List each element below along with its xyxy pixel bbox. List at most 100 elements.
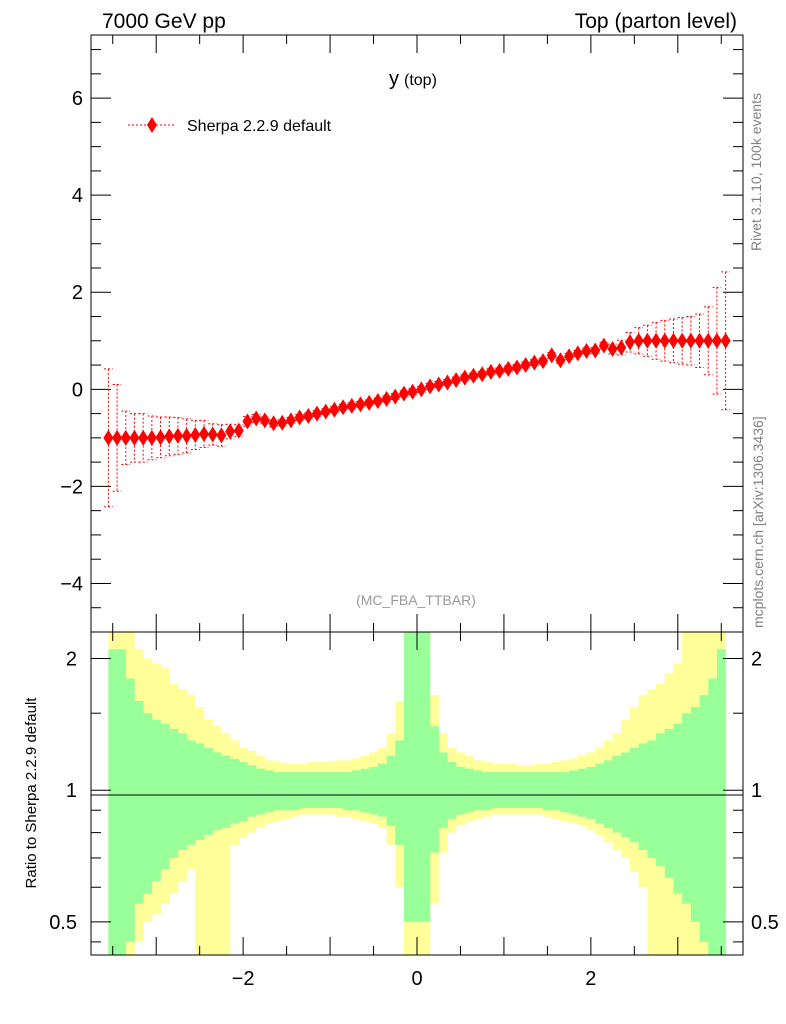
band-bin-green: [577, 768, 587, 817]
data-point: [285, 412, 296, 429]
main-panel: −4 −2 0 2 4 6 y (top) Sherpa 2.2.9 default (M…: [60, 34, 744, 633]
band-bin-green: [134, 700, 144, 904]
data-point: [129, 429, 140, 446]
band-bin-green: [430, 726, 440, 853]
band-bin-green: [534, 772, 544, 809]
band-bin-green: [438, 752, 448, 828]
ratio-y-label: Ratio to Sherpa 2.2.9 default: [23, 697, 40, 889]
x-tick-label: −2: [232, 968, 255, 990]
band-bin-green: [603, 760, 613, 828]
data-point: [633, 332, 644, 349]
data-point: [103, 429, 114, 446]
x-tick-label: 0: [411, 968, 422, 990]
band-bin-green: [464, 768, 474, 813]
band-bin-green: [273, 772, 283, 811]
band-bin-green: [230, 758, 240, 824]
data-point: [451, 372, 462, 389]
header-left: 7000 GeV pp: [102, 10, 226, 33]
band-bin-green: [682, 713, 692, 904]
band-bin-green: [143, 713, 153, 894]
data-point: [233, 422, 244, 439]
band-bin-green: [334, 772, 344, 809]
band-bin-green: [508, 772, 518, 809]
band-bin-green: [612, 755, 622, 833]
rivet-label: Rivet 3.1.10, 100k events: [748, 93, 764, 251]
data-point: [303, 408, 314, 425]
data-point: [468, 367, 479, 384]
data-point: [564, 348, 575, 365]
data-point: [425, 378, 436, 395]
data-point: [172, 427, 183, 444]
y-tick-label: −4: [60, 573, 83, 595]
data-point: [572, 345, 583, 362]
band-bin-yellow: [221, 733, 231, 955]
data-point: [616, 339, 627, 356]
band-bin-green: [238, 762, 248, 822]
band-bin-green: [351, 770, 361, 811]
ratio-y-tick-label-right: 2: [751, 649, 762, 671]
band-bin-green: [647, 740, 657, 858]
band-bin-green: [325, 772, 335, 809]
data-point: [685, 332, 696, 349]
data-point: [659, 332, 670, 349]
data-point: [711, 332, 722, 349]
band-bin-green: [308, 772, 318, 809]
data-point: [381, 391, 392, 408]
data-point: [251, 410, 262, 427]
x-tick-label: 2: [585, 968, 596, 990]
watermark: (MC_FBA_TTBAR): [356, 592, 476, 608]
data-point: [390, 388, 401, 405]
data-point: [112, 429, 123, 446]
data-point: [529, 354, 540, 371]
data-point: [433, 376, 444, 393]
data-point: [581, 342, 592, 359]
band-bin-green: [264, 770, 274, 813]
ratio-y-tick-label: 0.5: [49, 912, 77, 934]
data-point: [459, 369, 470, 386]
band-bin-green: [125, 678, 135, 942]
band-bin-green: [447, 762, 457, 819]
ratio-y-tick-label-right: 0.5: [751, 912, 779, 934]
data-point: [259, 412, 270, 429]
data-point: [199, 425, 210, 442]
band-bin-green: [221, 755, 231, 828]
band-bin-green: [195, 743, 205, 840]
data-point: [598, 337, 609, 354]
data-point: [338, 399, 349, 416]
band-bin-green: [551, 772, 561, 811]
band-bin-yellow: [212, 726, 222, 955]
data-point: [146, 429, 157, 446]
band-bin-green: [395, 740, 405, 845]
band-bin-yellow: [204, 719, 214, 955]
band-bin-green: [690, 706, 700, 922]
data-point: [651, 332, 662, 349]
ratio-y-tick-label: 1: [66, 780, 77, 802]
band-bin-green: [177, 733, 187, 850]
band-bin-green: [569, 770, 579, 815]
band-bin-green: [595, 763, 605, 824]
band-bin-green: [499, 772, 509, 809]
band-bin-green: [664, 729, 674, 878]
data-point: [190, 426, 201, 443]
ratio-panel: 0.5 0.5 1 1 2 2 −2 0 2 Ratio to Sherpa 2.2.9 de…: [23, 631, 779, 990]
band-bin-green: [516, 772, 526, 809]
band-bin-green: [490, 772, 500, 809]
band-bin-green: [160, 723, 170, 870]
data-point: [416, 381, 427, 398]
band-bin-green: [482, 772, 492, 811]
data-point: [346, 397, 357, 414]
band-bin-green: [560, 772, 570, 813]
band-bin-green: [317, 772, 327, 809]
data-point: [511, 359, 522, 376]
band-bin-green: [456, 766, 466, 815]
data-point: [372, 392, 383, 409]
y-tick-label: 4: [72, 185, 83, 207]
data-point: [268, 415, 279, 432]
band-bin-green: [151, 719, 161, 882]
data-point: [216, 427, 227, 444]
band-bin-green: [256, 768, 266, 815]
data-point: [398, 385, 409, 402]
band-bin-green: [343, 772, 353, 811]
data-point: [277, 414, 288, 431]
